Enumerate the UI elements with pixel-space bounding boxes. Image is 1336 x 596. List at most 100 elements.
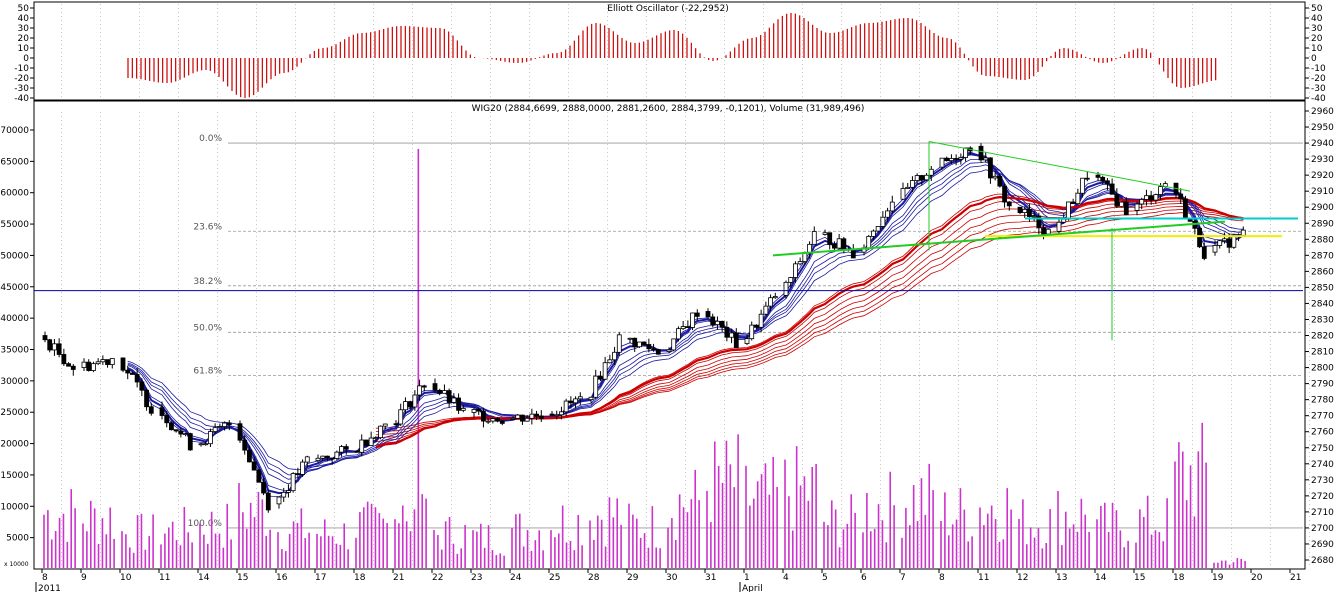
price-bar-body [997, 175, 1003, 187]
price-bar-body [953, 158, 959, 160]
date-axis: 8 9 10 11 14 15 16 17 18 21 22 23 24 25 28 29 30 31 1 4 5 6 7 8… [34, 568, 1305, 594]
volume-histogram [43, 148, 1246, 568]
price-tick-label: 2730 [1311, 476, 1334, 486]
price-bar-body [1109, 183, 1115, 195]
price-bar-body [811, 231, 817, 245]
price-bar-body [242, 439, 248, 451]
date-sublabels: 2011 April [35, 582, 763, 594]
price-bar-body [295, 473, 301, 476]
fib-level-label: 100.0% [188, 519, 223, 529]
price-bar-body [983, 157, 989, 161]
price-tick-label: 2740 [1311, 460, 1334, 470]
date-label: 29 [627, 573, 639, 583]
price-bar-body [1144, 195, 1149, 200]
price-tick-label: 2840 [1311, 299, 1334, 309]
price-bar-body [412, 394, 418, 408]
price-bar-body [1100, 176, 1106, 182]
price-tick-label: 2880 [1311, 235, 1334, 245]
price-tick-label: 2700 [1311, 524, 1334, 534]
price-bar-body [788, 277, 794, 283]
date-label: 9 [81, 573, 87, 583]
price-bar-body [343, 446, 349, 450]
price-bar-body [1022, 209, 1028, 213]
price-bar-body [705, 311, 711, 318]
date-label: 4 [783, 573, 789, 583]
date-label: 12 [1017, 573, 1028, 583]
price-bar-body [1183, 198, 1188, 219]
price-bar-body [949, 158, 954, 162]
price-bar-body [382, 423, 388, 427]
price-bar-body [437, 389, 443, 394]
price-bar-body [325, 455, 330, 459]
price-title: WIG20 (2884,6699, 2888,0000, 2881,2600, … [472, 104, 865, 114]
price-tick-label: 2790 [1311, 380, 1334, 390]
price-bar-body [928, 168, 934, 176]
price-bar-body [768, 297, 773, 307]
price-bar-body [417, 385, 422, 396]
price-bar-body [749, 324, 755, 340]
price-bar-body [70, 365, 76, 370]
date-label: 18 [1173, 573, 1185, 583]
oscillator-tick-label: -10 [14, 64, 29, 74]
price-bar-body [499, 420, 505, 424]
price-bar-body [1217, 240, 1223, 246]
oscillator-tick-label: -40 [14, 94, 29, 104]
price-bar-body [593, 375, 599, 398]
volume-unit-label: x 10000 [4, 561, 29, 568]
price-bar-body [281, 492, 287, 498]
price-bar-body [559, 411, 564, 416]
price-bar-body [471, 409, 477, 413]
volume-tick-label: 50000 [0, 251, 29, 261]
price-tick-label: 2940 [1311, 139, 1334, 149]
price-bar-body [169, 422, 174, 431]
price-bar-body [666, 349, 672, 352]
price-bar-body [871, 230, 876, 237]
price-tick-label: 2710 [1311, 508, 1334, 518]
price-bar-body [958, 157, 964, 160]
price-bar-body [217, 426, 223, 429]
price-bar-body [265, 492, 271, 511]
price-bar-body [407, 401, 413, 408]
price-bar-body [261, 481, 266, 494]
price-bar-body [1153, 194, 1159, 201]
price-bar-body [187, 433, 193, 451]
date-label: 17 [315, 573, 326, 583]
fast-moving-average [127, 161, 1244, 480]
price-bar-body [524, 417, 530, 422]
volume-tick-label: 20000 [0, 440, 29, 450]
price-bar-body [889, 201, 895, 212]
price-bar-body [100, 359, 106, 363]
price-bar-body [81, 361, 87, 368]
price-bar-body [247, 449, 252, 463]
price-grid [61, 112, 1310, 568]
price-bar-body [86, 361, 92, 371]
price-bar-body [919, 175, 925, 181]
date-label: 10 [120, 573, 132, 583]
price-bar-body [655, 349, 661, 355]
fib-level-label: 23.6% [193, 222, 222, 232]
price-bar-body [694, 312, 700, 317]
price-bar-body [476, 409, 482, 412]
price-bar-body [359, 439, 365, 453]
price-bar-body [66, 363, 71, 367]
fast-moving-average [127, 164, 1244, 476]
price-bar-body [875, 226, 881, 232]
price-bar-body [120, 357, 126, 371]
lower-trend-line [772, 220, 1226, 257]
price-bar-body [646, 344, 652, 350]
volume-tick-label: 10000 [0, 502, 29, 512]
price-bar-body [520, 414, 525, 422]
oscillator-tick-label: 10 [1311, 44, 1323, 54]
date-label: 24 [510, 573, 522, 583]
price-bar-body [978, 145, 984, 161]
price-bar-body [885, 210, 890, 218]
price-bar-body [1134, 203, 1140, 211]
date-label: 6 [861, 573, 867, 583]
volume-tick-label: 35000 [0, 346, 29, 356]
date-label: 7 [900, 573, 906, 583]
price-bar-body [832, 243, 837, 249]
price-bar-body [724, 326, 730, 338]
